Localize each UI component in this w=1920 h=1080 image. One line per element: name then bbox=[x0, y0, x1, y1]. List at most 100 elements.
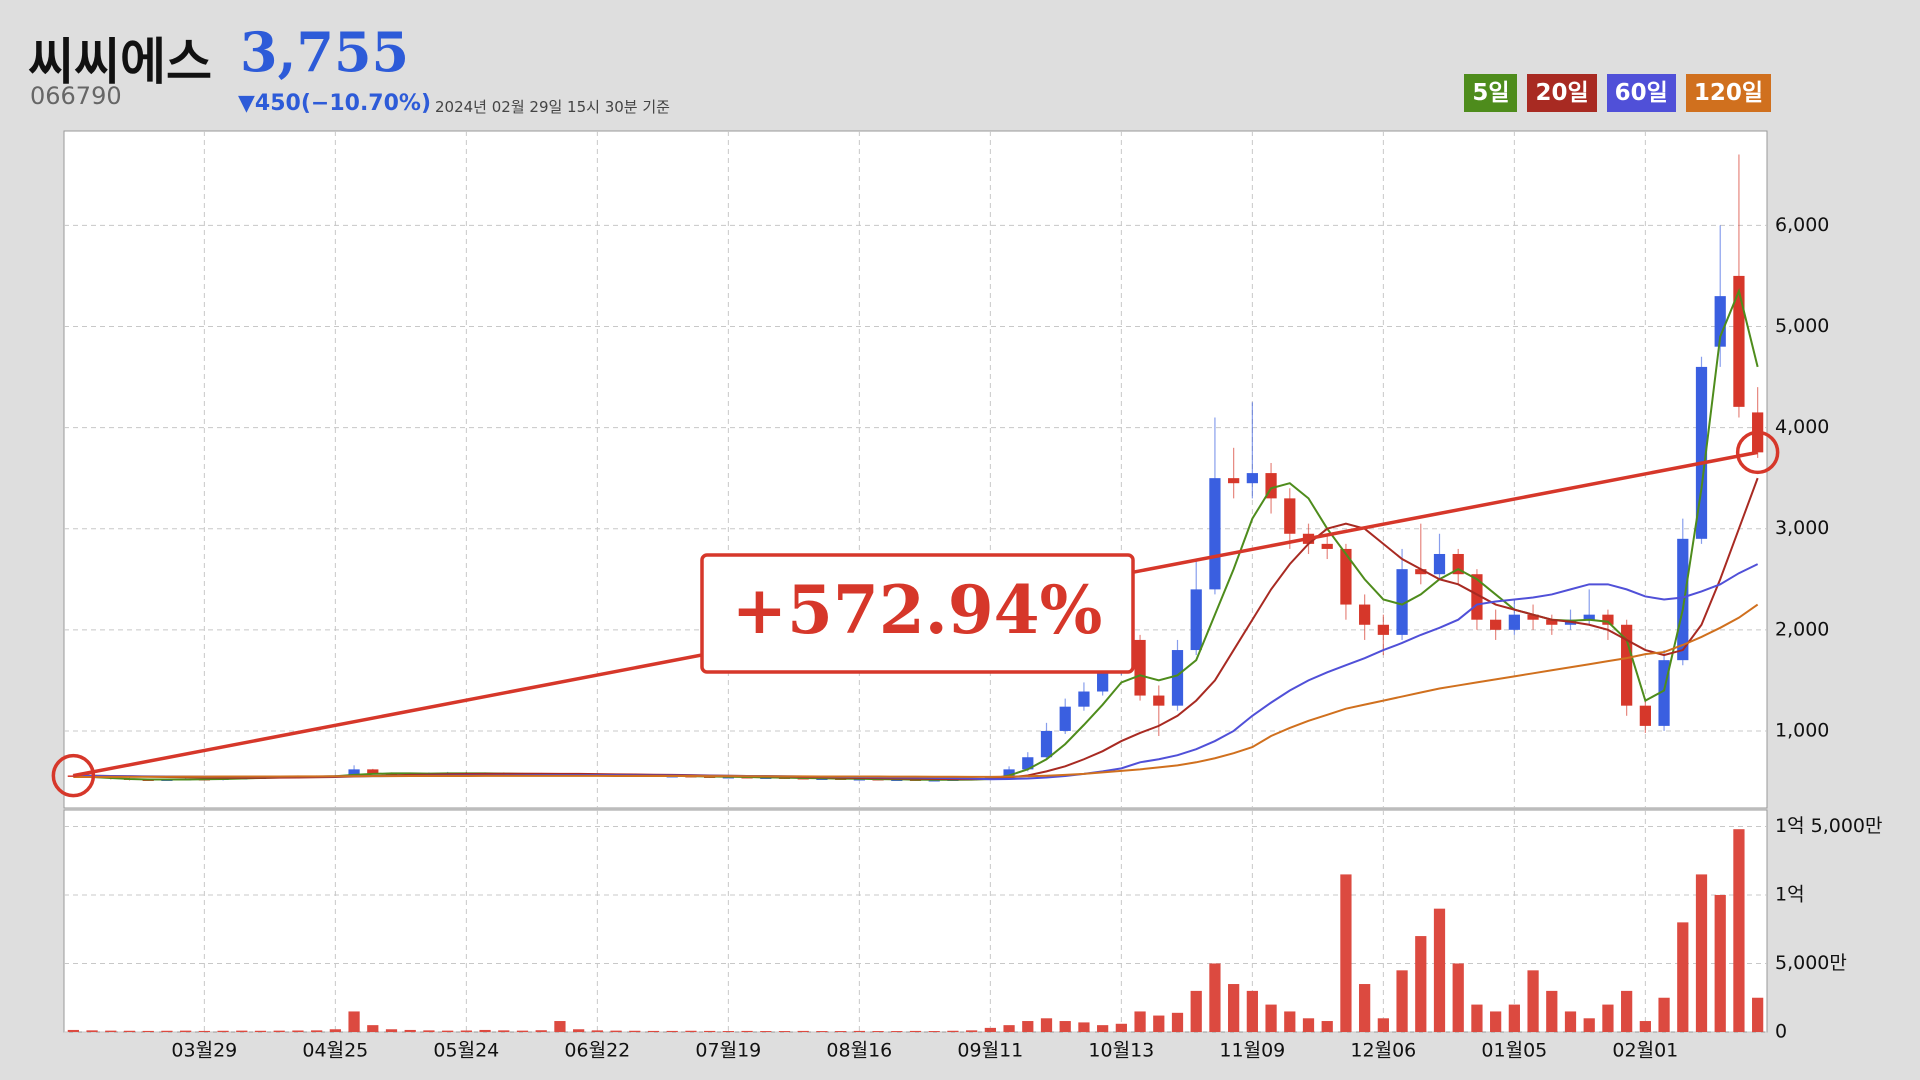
candle-body bbox=[1171, 650, 1184, 706]
annotation-text: +572.94% bbox=[732, 571, 1103, 649]
volume-bar bbox=[404, 1029, 416, 1032]
candle-body bbox=[1284, 498, 1296, 534]
volume-bar bbox=[1359, 984, 1371, 1032]
candle-body bbox=[1153, 695, 1165, 706]
volume-bar bbox=[704, 1030, 716, 1032]
volume-bar bbox=[909, 1030, 922, 1032]
x-tick-label: 02월01 bbox=[1612, 1040, 1678, 1062]
x-tick-label: 05월24 bbox=[433, 1040, 499, 1062]
volume-bar bbox=[1284, 1011, 1296, 1032]
candle-body bbox=[1228, 478, 1240, 484]
volume-bar bbox=[498, 1030, 510, 1032]
legend-item: 20일 bbox=[1527, 74, 1597, 112]
volume-bar bbox=[891, 1031, 903, 1032]
volume-bar bbox=[647, 1030, 660, 1032]
volume-bar bbox=[554, 1021, 566, 1032]
volume-bar bbox=[1752, 997, 1764, 1032]
x-tick-label: 07월19 bbox=[695, 1040, 761, 1062]
volume-bar bbox=[1246, 990, 1258, 1032]
volume-bar bbox=[1639, 1021, 1651, 1032]
volume-bar bbox=[105, 1030, 117, 1032]
volume-bar bbox=[1097, 1025, 1109, 1032]
volume-bar bbox=[591, 1030, 603, 1032]
x-tick-label: 10월13 bbox=[1088, 1040, 1154, 1062]
candle-body bbox=[1527, 614, 1539, 620]
volume-bar bbox=[67, 1029, 79, 1032]
start-marker bbox=[51, 753, 96, 798]
volume-bar bbox=[1677, 922, 1689, 1032]
volume-tick-label: 0 bbox=[1775, 1021, 1787, 1043]
volume-bar bbox=[1415, 936, 1427, 1032]
volume-bar bbox=[180, 1030, 192, 1032]
candle-body bbox=[1415, 569, 1427, 575]
legend: 5일 20일 60일 120일 bbox=[1464, 74, 1771, 112]
volume-bar bbox=[348, 1011, 360, 1032]
volume-bar bbox=[123, 1030, 136, 1032]
volume-tick-label: 1억 5,000만 bbox=[1775, 815, 1882, 837]
volume-bar bbox=[1003, 1025, 1015, 1032]
volume-bar bbox=[1714, 894, 1726, 1032]
candle-body bbox=[1621, 624, 1633, 706]
volume-bar bbox=[1564, 1011, 1577, 1032]
volume-bar bbox=[1153, 1015, 1165, 1032]
volume-bar bbox=[161, 1030, 173, 1032]
volume-bar bbox=[1471, 1004, 1483, 1032]
candle-body bbox=[1677, 538, 1689, 661]
volume-bar bbox=[535, 1030, 547, 1032]
price-change: ▼450(−10.70%) bbox=[238, 91, 432, 116]
volume-bar bbox=[1190, 990, 1202, 1032]
volume-bar bbox=[142, 1030, 154, 1032]
volume-bar bbox=[1228, 984, 1240, 1032]
volume-bar bbox=[853, 1030, 865, 1032]
volume-bar bbox=[797, 1030, 809, 1032]
legend-item: 120일 bbox=[1685, 74, 1771, 112]
x-tick-label: 06월22 bbox=[564, 1040, 630, 1062]
volume-bar bbox=[928, 1031, 940, 1032]
price-tick-label: 2,000 bbox=[1775, 618, 1829, 640]
volume-bar bbox=[1302, 1018, 1315, 1032]
volume-bar bbox=[1508, 1004, 1520, 1032]
x-tick-label: 12월06 bbox=[1350, 1040, 1416, 1062]
candle-body bbox=[1209, 478, 1221, 590]
candle-body bbox=[1246, 473, 1258, 484]
candle-body bbox=[1733, 275, 1745, 407]
volume-bar bbox=[273, 1030, 285, 1032]
candle-body bbox=[1190, 589, 1202, 651]
volume-bar bbox=[1321, 1021, 1333, 1032]
candle-body bbox=[1452, 553, 1464, 575]
volume-pane bbox=[63, 809, 1768, 1033]
volume-bar bbox=[1583, 1018, 1595, 1032]
stock-price: 3,755 bbox=[240, 20, 410, 84]
x-tick-label: 08월16 bbox=[826, 1040, 892, 1062]
candle-body bbox=[1583, 614, 1595, 620]
volume-bar bbox=[1040, 1018, 1053, 1032]
legend-item: 5일 bbox=[1464, 74, 1518, 112]
volume-bar bbox=[947, 1030, 959, 1032]
timestamp: 2024년 02월 29일 15시 30분 기준 bbox=[435, 98, 670, 116]
x-tick-label: 11월09 bbox=[1219, 1040, 1285, 1062]
x-tick-label: 09월11 bbox=[957, 1040, 1023, 1062]
candle-body bbox=[1377, 624, 1389, 635]
end-marker bbox=[1735, 430, 1780, 475]
volume-tick-label: 1억 bbox=[1775, 883, 1805, 905]
annotation-box bbox=[700, 553, 1135, 674]
volume-bar bbox=[984, 1027, 996, 1032]
legend-item: 60일 bbox=[1606, 74, 1676, 112]
volume-bar bbox=[1490, 1011, 1502, 1032]
volume-bar bbox=[460, 1030, 472, 1032]
volume-bar bbox=[198, 1030, 210, 1032]
volume-bar bbox=[1115, 1023, 1127, 1032]
volume-bar bbox=[442, 1030, 454, 1032]
volume-bar bbox=[722, 1031, 734, 1032]
volume-bar bbox=[292, 1030, 304, 1032]
volume-bar bbox=[311, 1030, 323, 1032]
candle-body bbox=[1602, 614, 1614, 625]
volume-bar bbox=[479, 1029, 491, 1032]
candle-body bbox=[1078, 691, 1090, 707]
x-tick-label: 01월05 bbox=[1481, 1040, 1547, 1062]
volume-bar bbox=[872, 1031, 884, 1032]
volume-bar bbox=[610, 1030, 622, 1032]
volume-bar bbox=[1134, 1011, 1146, 1032]
candle-body bbox=[1639, 705, 1651, 726]
